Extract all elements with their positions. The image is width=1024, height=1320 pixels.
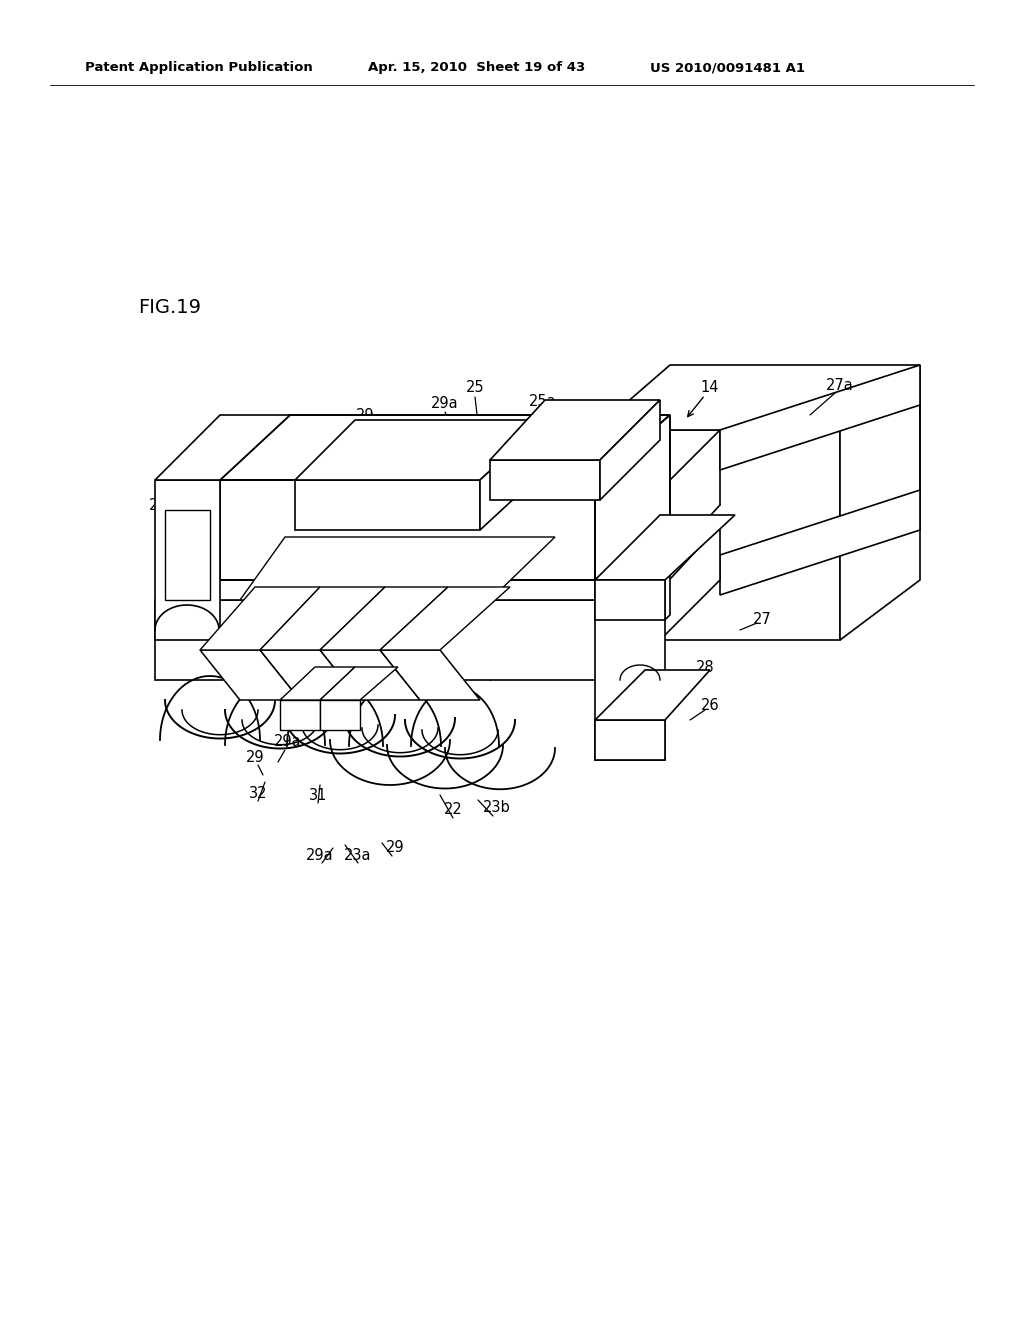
Text: 14: 14 (700, 380, 719, 396)
Text: 32: 32 (249, 785, 267, 800)
Polygon shape (720, 490, 920, 595)
Polygon shape (200, 649, 300, 700)
Polygon shape (595, 590, 660, 640)
Text: 26: 26 (700, 697, 719, 713)
Polygon shape (260, 587, 385, 649)
Polygon shape (490, 459, 600, 500)
Polygon shape (155, 414, 290, 480)
Text: 27a: 27a (826, 378, 854, 392)
Text: 27: 27 (753, 612, 771, 627)
Polygon shape (319, 667, 398, 700)
Text: 29a: 29a (306, 847, 334, 862)
Polygon shape (295, 420, 545, 480)
Polygon shape (595, 579, 665, 620)
Text: 28: 28 (695, 660, 715, 676)
Polygon shape (319, 700, 360, 730)
Text: US 2010/0091481 A1: US 2010/0091481 A1 (650, 62, 805, 74)
Polygon shape (319, 587, 449, 649)
Polygon shape (490, 400, 660, 459)
Polygon shape (595, 414, 670, 579)
Text: 23a: 23a (344, 847, 372, 862)
Polygon shape (280, 667, 355, 700)
Text: 29: 29 (246, 751, 264, 766)
Polygon shape (595, 719, 665, 760)
Polygon shape (319, 649, 420, 700)
Polygon shape (220, 414, 670, 480)
Text: 20: 20 (265, 430, 285, 446)
Polygon shape (295, 480, 480, 531)
Text: 23: 23 (148, 498, 167, 512)
Text: 22: 22 (443, 803, 463, 817)
Polygon shape (200, 587, 319, 649)
Polygon shape (155, 535, 670, 601)
Text: 29: 29 (355, 408, 375, 422)
Polygon shape (480, 420, 545, 531)
Text: 25: 25 (466, 380, 484, 396)
Text: 31: 31 (309, 788, 328, 803)
Text: 23b: 23b (483, 800, 511, 816)
Text: 24: 24 (384, 420, 402, 434)
Text: 29: 29 (186, 454, 206, 470)
Polygon shape (600, 400, 660, 500)
Text: 29a: 29a (431, 396, 459, 411)
Polygon shape (720, 366, 920, 470)
Text: Patent Application Publication: Patent Application Publication (85, 62, 312, 74)
Polygon shape (240, 537, 555, 601)
Text: 29: 29 (386, 841, 404, 855)
Polygon shape (600, 535, 670, 680)
Polygon shape (260, 649, 360, 700)
Polygon shape (595, 490, 660, 570)
Text: 29a: 29a (274, 734, 302, 750)
Polygon shape (155, 480, 220, 640)
Polygon shape (220, 480, 595, 579)
Polygon shape (595, 430, 840, 640)
Polygon shape (595, 671, 710, 719)
Polygon shape (380, 649, 480, 700)
Text: Apr. 15, 2010  Sheet 19 of 43: Apr. 15, 2010 Sheet 19 of 43 (368, 62, 586, 74)
Text: FIG.19: FIG.19 (138, 298, 201, 317)
Polygon shape (280, 700, 319, 730)
Polygon shape (660, 525, 720, 640)
Text: 29a: 29a (221, 441, 249, 455)
Polygon shape (155, 601, 600, 680)
Polygon shape (380, 587, 510, 649)
Text: 25a: 25a (529, 395, 557, 409)
Polygon shape (165, 510, 210, 601)
Polygon shape (595, 579, 665, 760)
Polygon shape (840, 366, 920, 640)
Polygon shape (595, 366, 920, 430)
Polygon shape (595, 515, 735, 579)
